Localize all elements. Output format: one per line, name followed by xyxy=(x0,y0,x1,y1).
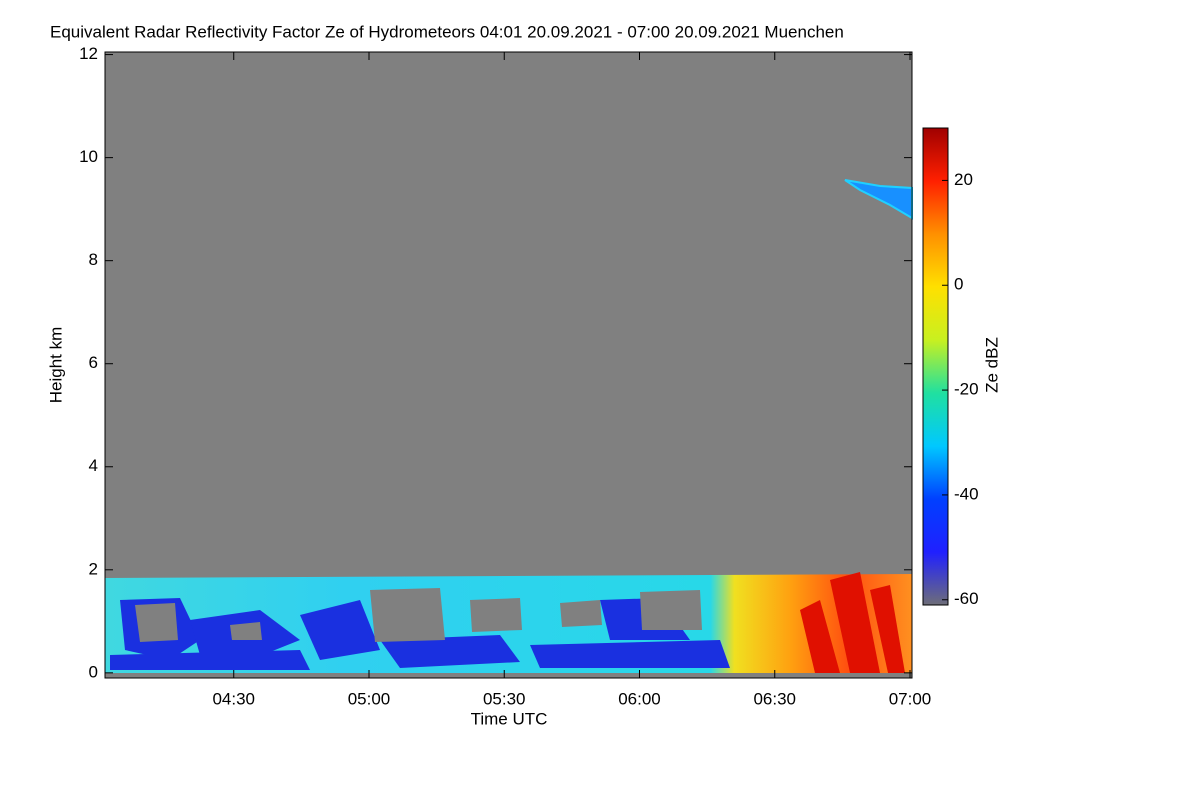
colorbar-tick-label: -40 xyxy=(954,484,979,503)
plot-background xyxy=(105,52,912,678)
x-tick-label: 05:30 xyxy=(483,689,526,708)
colorbar-scale xyxy=(922,127,949,606)
y-tick-label: 6 xyxy=(89,353,98,372)
x-axis-label: Time UTC xyxy=(471,709,548,728)
y-tick-label: 0 xyxy=(89,662,98,681)
x-tick-label: 04:30 xyxy=(212,689,255,708)
y-tick-label: 12 xyxy=(79,44,98,63)
x-tick-label: 06:00 xyxy=(618,689,661,708)
echo-gap xyxy=(135,588,702,642)
plot-frame xyxy=(104,51,913,679)
colorbar-label: Ze dBZ xyxy=(982,337,1001,393)
y-tick-label: 2 xyxy=(89,559,98,578)
y-axis-label: Height km xyxy=(46,327,65,404)
colorbar-tick-label: 0 xyxy=(954,275,963,294)
colorbar: -60 -40 -20 0 20 xyxy=(922,127,979,608)
y-tick-label: 8 xyxy=(89,250,98,269)
colorbar-tick-label: -60 xyxy=(954,589,979,608)
x-tick-label: 06:30 xyxy=(753,689,796,708)
x-tick-label: 05:00 xyxy=(348,689,391,708)
colorbar-tick-label: 20 xyxy=(954,170,973,189)
plot-area xyxy=(104,51,913,679)
echo-strong xyxy=(800,572,905,673)
chart-title: Equivalent Radar Reflectivity Factor Ze … xyxy=(50,22,844,41)
y-tick-label: 10 xyxy=(79,147,98,166)
x-tick-label: 07:00 xyxy=(889,689,932,708)
colorbar-tick-label: -20 xyxy=(954,380,979,399)
y-tick-label: 4 xyxy=(89,456,98,475)
